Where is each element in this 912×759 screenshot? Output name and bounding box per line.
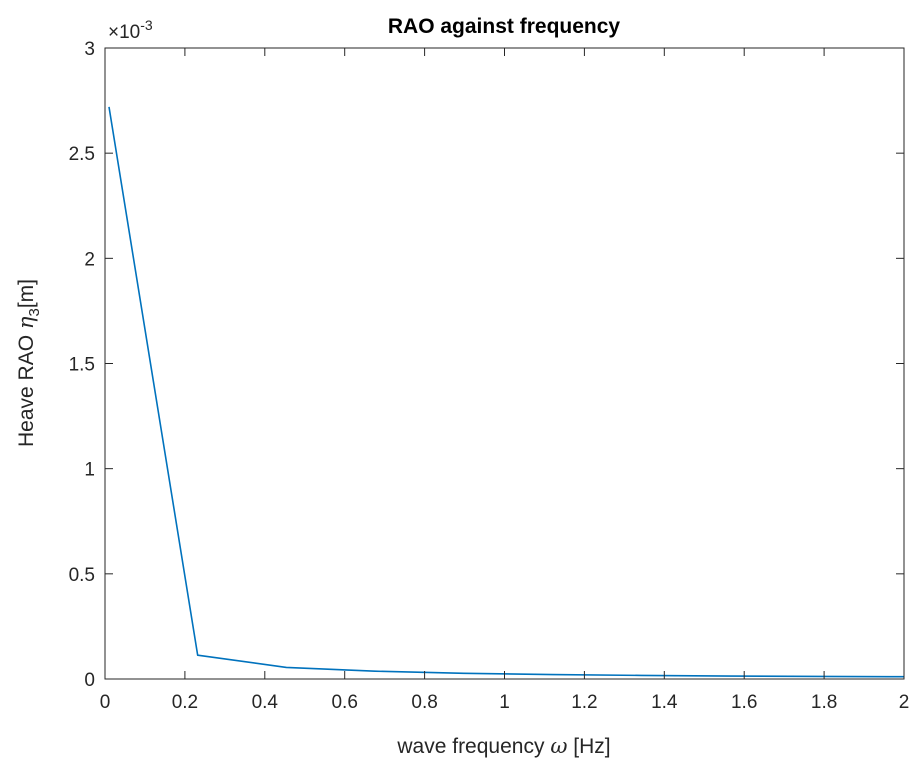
x-axis-label: wave frequency ω [Hz] bbox=[396, 734, 610, 758]
x-tick-label: 0.2 bbox=[172, 692, 198, 713]
x-tick-label: 0.4 bbox=[252, 692, 279, 713]
y-axis-label-unit: [m] bbox=[15, 279, 38, 308]
x-axis-label-unit: [Hz] bbox=[573, 735, 610, 758]
y-tick-label: 1.5 bbox=[69, 355, 95, 376]
series-line-0 bbox=[108, 106, 905, 678]
y-exponent: ×10-3 bbox=[108, 17, 153, 43]
x-tick-label: 1.8 bbox=[811, 692, 837, 713]
y-tick-label: 0 bbox=[84, 670, 95, 691]
y-tick-label: 1 bbox=[84, 460, 95, 481]
x-tick-label: 1.6 bbox=[731, 692, 757, 713]
y-axis-label-subscript: 3 bbox=[26, 308, 43, 316]
y-axis-label-text: Heave RAO bbox=[15, 335, 38, 447]
x-tick-label: 0 bbox=[100, 692, 111, 713]
y-ticks: 0 0.5 1 1.5 2 2.5 3 bbox=[69, 39, 904, 691]
x-tick-label: 2 bbox=[899, 692, 910, 713]
x-tick-label: 0.6 bbox=[331, 692, 357, 713]
y-tick-label: 0.5 bbox=[69, 565, 95, 586]
x-ticks: 0 0.2 0.4 0.6 0.8 1 1.2 1.4 1.6 1.8 2 bbox=[100, 48, 910, 713]
x-tick-label: 0.8 bbox=[411, 692, 437, 713]
y-tick-label: 2.5 bbox=[69, 144, 95, 165]
y-tick-label: 2 bbox=[84, 249, 95, 270]
x-axis-label-symbol: ω bbox=[550, 734, 567, 758]
series-layer bbox=[108, 106, 905, 678]
x-axis-label-text: wave frequency bbox=[396, 735, 545, 758]
y-exponent-base: ×10 bbox=[108, 22, 140, 43]
y-tick-label: 3 bbox=[84, 39, 95, 60]
plot-area bbox=[105, 48, 904, 679]
y-exponent-power: -3 bbox=[140, 17, 153, 33]
x-tick-label: 1 bbox=[499, 692, 510, 713]
chart-title: RAO against frequency bbox=[388, 15, 621, 38]
x-tick-label: 1.4 bbox=[651, 692, 678, 713]
y-axis-label: Heave RAO η3[m] bbox=[14, 279, 43, 447]
x-tick-label: 1.2 bbox=[571, 692, 597, 713]
y-axis-label-symbol: η bbox=[14, 316, 38, 329]
